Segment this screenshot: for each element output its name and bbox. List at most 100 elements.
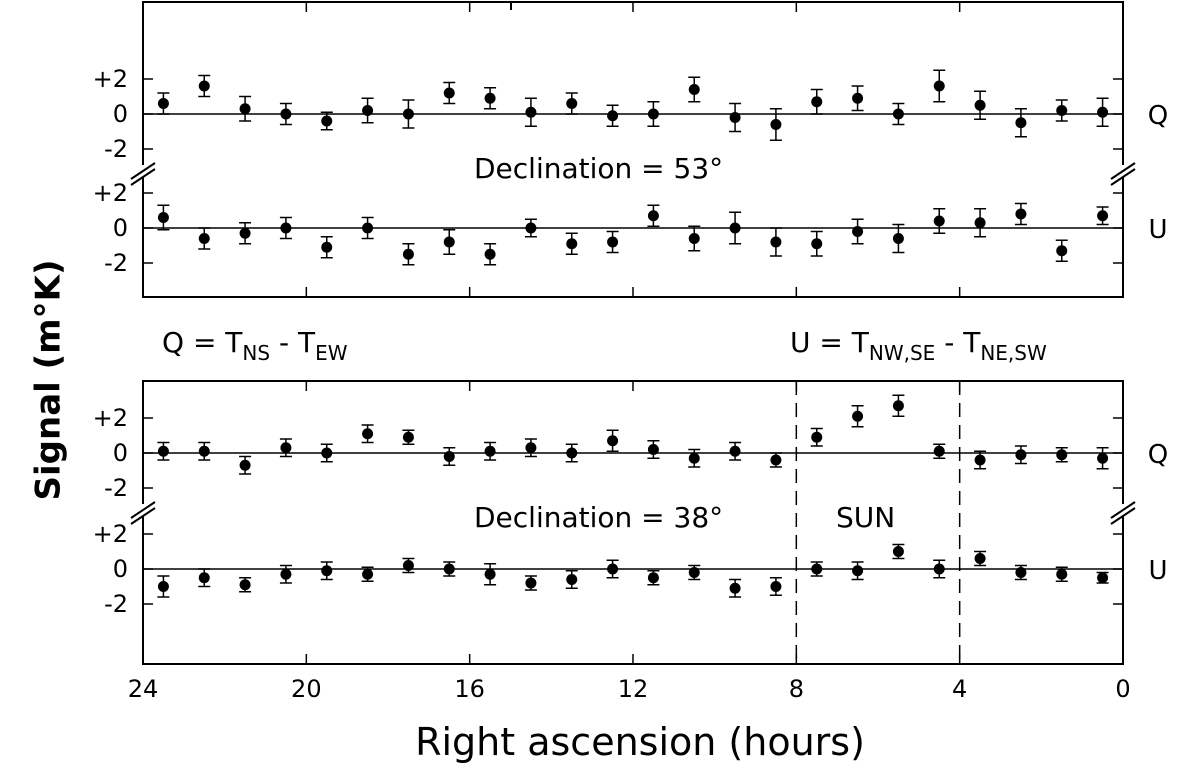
point-marker xyxy=(892,233,904,244)
point-marker xyxy=(770,454,782,466)
axis-break-mark xyxy=(130,507,156,525)
data-point xyxy=(443,229,456,255)
point-marker xyxy=(852,410,864,422)
point-marker xyxy=(157,212,169,223)
axis-break-mark xyxy=(130,501,156,519)
data-point xyxy=(1055,99,1068,122)
data-point xyxy=(239,577,252,593)
point-marker xyxy=(647,444,659,455)
point-marker xyxy=(157,98,169,109)
point-marker xyxy=(525,106,537,118)
data-point xyxy=(361,566,374,582)
data-point xyxy=(361,97,374,124)
q-definition: Q = TNS - TEW xyxy=(162,326,348,365)
point-marker xyxy=(321,565,333,577)
declination-label-top: Declination = 53° xyxy=(474,152,723,185)
data-point xyxy=(565,570,578,589)
data-point xyxy=(239,455,252,475)
data-point xyxy=(892,102,905,126)
point-marker xyxy=(443,87,455,99)
point-marker xyxy=(607,435,619,447)
data-point xyxy=(565,232,578,255)
y-tick-label: -2 xyxy=(104,135,128,163)
data-point xyxy=(157,204,170,231)
axis-break-mark xyxy=(130,162,156,180)
q-definition-lhs: Q = T xyxy=(162,326,243,359)
point-marker xyxy=(402,560,414,571)
data-point xyxy=(198,568,211,588)
data-point xyxy=(524,575,537,591)
point-marker xyxy=(892,400,904,412)
data-point xyxy=(729,441,742,461)
axis-break-mark xyxy=(1110,501,1136,519)
panel-top: Declination = 53° xyxy=(142,1,1124,298)
point-marker xyxy=(811,96,823,108)
y-tick-label: +2 xyxy=(93,520,128,548)
point-marker xyxy=(1015,449,1027,461)
data-point xyxy=(769,108,782,141)
point-marker xyxy=(729,582,741,594)
data-point xyxy=(1096,571,1109,584)
data-point xyxy=(279,216,292,240)
u-definition-mid: - T xyxy=(935,326,981,359)
point-marker xyxy=(566,238,578,250)
data-point xyxy=(851,85,864,112)
x-tick-label: 0 xyxy=(1115,675,1130,703)
point-marker xyxy=(933,563,945,575)
data-point xyxy=(810,561,823,577)
point-marker xyxy=(933,445,945,457)
point-marker xyxy=(198,445,210,457)
data-point xyxy=(729,578,742,598)
plot-layer: 24 20 16 12 8 4 0 +2 0 -2 Q +2 0 -2 U +2 0 -2 Q +2 0 -2 U xyxy=(93,2,1168,703)
data-point xyxy=(933,559,946,579)
data-point xyxy=(484,243,497,266)
data-point xyxy=(1096,97,1109,127)
data-point xyxy=(157,575,170,598)
data-point xyxy=(320,236,333,259)
data-point xyxy=(1014,202,1027,226)
axis-break-mark xyxy=(1110,168,1136,186)
point-marker xyxy=(198,233,210,244)
point-marker xyxy=(1056,245,1068,257)
row-label: Q xyxy=(1148,440,1168,470)
data-point xyxy=(157,92,170,115)
axis-break-mark xyxy=(1110,507,1136,525)
data-point xyxy=(402,557,415,574)
data-point xyxy=(361,424,374,444)
point-marker xyxy=(362,428,374,440)
point-marker xyxy=(974,99,986,111)
y-tick-label: 0 xyxy=(113,555,128,583)
u-definition-sub1: NW,SE xyxy=(869,341,935,365)
y-tick-label: 0 xyxy=(113,439,128,467)
data-point xyxy=(647,204,660,227)
point-marker xyxy=(729,445,741,457)
data-point xyxy=(851,405,864,428)
data-point xyxy=(1096,447,1109,470)
data-point xyxy=(361,216,374,240)
point-marker xyxy=(362,568,374,580)
y-tick-label: 0 xyxy=(113,100,128,128)
x-axis-title: Right ascension (hours) xyxy=(415,720,865,764)
data-point xyxy=(606,230,619,254)
data-point xyxy=(1055,566,1068,582)
data-point xyxy=(974,208,987,238)
data-point xyxy=(892,543,905,560)
point-marker xyxy=(1097,572,1109,584)
point-marker xyxy=(484,248,496,260)
data-point xyxy=(157,441,170,461)
x-tick-label: 24 xyxy=(128,675,159,703)
point-marker xyxy=(321,447,333,459)
point-marker xyxy=(566,447,578,459)
point-marker xyxy=(362,105,374,116)
data-point xyxy=(1014,445,1027,465)
point-marker xyxy=(280,222,292,234)
x-tick-label: 12 xyxy=(618,675,649,703)
data-point xyxy=(892,394,905,417)
point-marker xyxy=(688,84,700,95)
y-axis-title: Signal (m°K) xyxy=(29,260,69,501)
point-marker xyxy=(1056,568,1068,580)
point-marker xyxy=(321,115,333,127)
point-marker xyxy=(892,546,904,557)
point-marker xyxy=(402,431,414,443)
